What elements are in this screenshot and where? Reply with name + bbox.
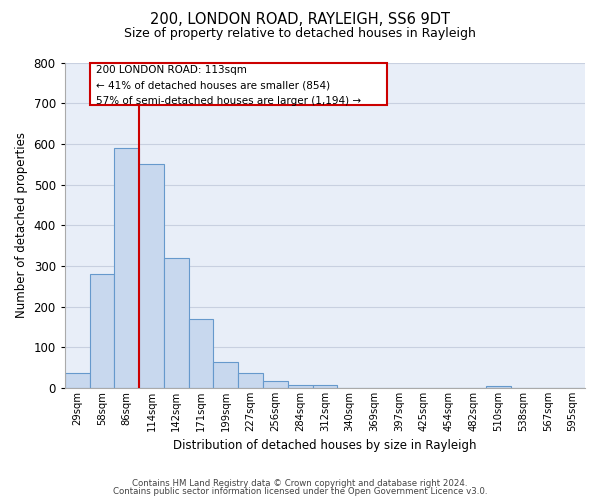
Text: Contains public sector information licensed under the Open Government Licence v3: Contains public sector information licen… [113, 487, 487, 496]
X-axis label: Distribution of detached houses by size in Rayleigh: Distribution of detached houses by size … [173, 440, 476, 452]
Bar [263, 380, 288, 388]
Bar [238, 372, 263, 388]
Bar [164, 258, 188, 388]
Bar [115, 148, 139, 388]
Bar [188, 319, 214, 388]
Text: 200, LONDON ROAD, RAYLEIGH, SS6 9DT: 200, LONDON ROAD, RAYLEIGH, SS6 9DT [150, 12, 450, 28]
Bar [288, 385, 313, 388]
Bar [313, 385, 337, 388]
Bar [139, 164, 164, 388]
Bar [214, 362, 238, 388]
Text: 200 LONDON ROAD: 113sqm
← 41% of detached houses are smaller (854)
57% of semi-d: 200 LONDON ROAD: 113sqm ← 41% of detache… [95, 65, 361, 106]
Bar [486, 386, 511, 388]
Bar [65, 372, 89, 388]
Y-axis label: Number of detached properties: Number of detached properties [15, 132, 28, 318]
Bar [89, 274, 115, 388]
Text: Contains HM Land Registry data © Crown copyright and database right 2024.: Contains HM Land Registry data © Crown c… [132, 478, 468, 488]
Text: Size of property relative to detached houses in Rayleigh: Size of property relative to detached ho… [124, 28, 476, 40]
